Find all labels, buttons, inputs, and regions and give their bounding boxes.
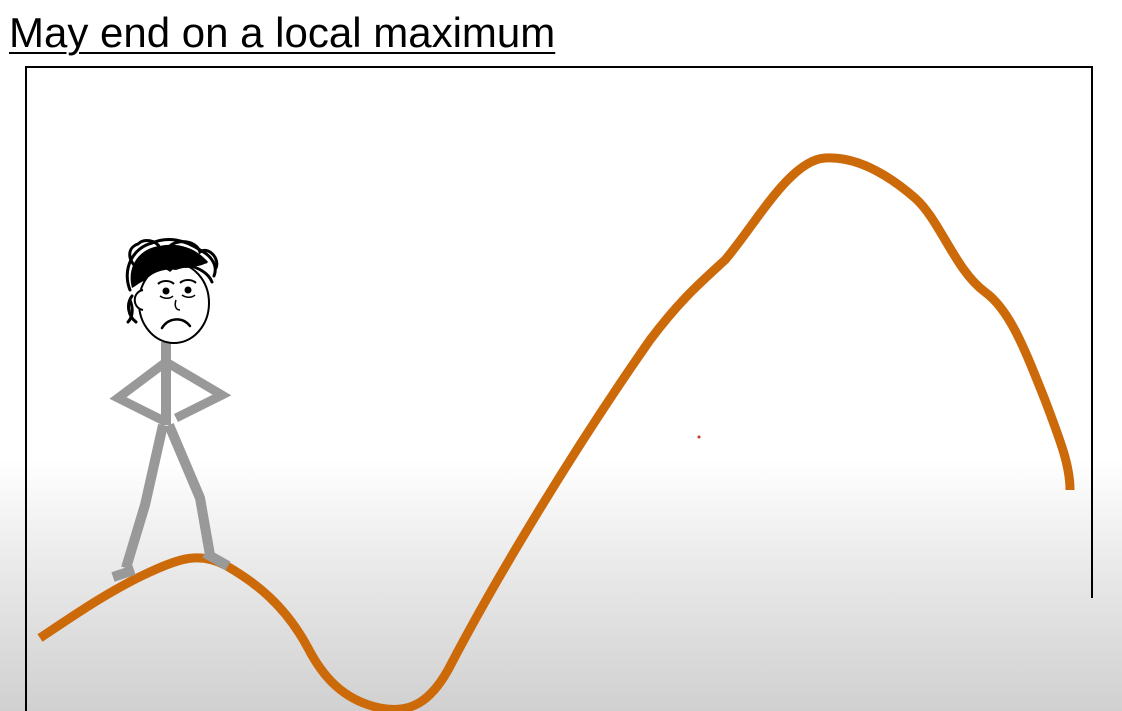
stick-figure-frown (160, 318, 192, 330)
terrain-curve (37, 153, 1075, 711)
stick-figure-right-arm (163, 358, 232, 423)
stick-figure-ear (133, 289, 144, 311)
stick-figure-eyes (157, 279, 197, 299)
stick-figure-right-foot (202, 548, 231, 571)
stick-figure (109, 238, 232, 582)
stick-figure-nose (174, 299, 181, 311)
slide-title: May end on a local maximum (9, 9, 556, 56)
diagram-frame (25, 66, 1093, 711)
hair-fill (130, 244, 208, 288)
stray-dot (697, 435, 701, 439)
stick-figure-left-leg (121, 423, 168, 570)
stick-figure-right-leg (164, 423, 215, 556)
stick-figure-left-arm (109, 358, 169, 427)
stick-figure-left-foot (111, 565, 136, 582)
